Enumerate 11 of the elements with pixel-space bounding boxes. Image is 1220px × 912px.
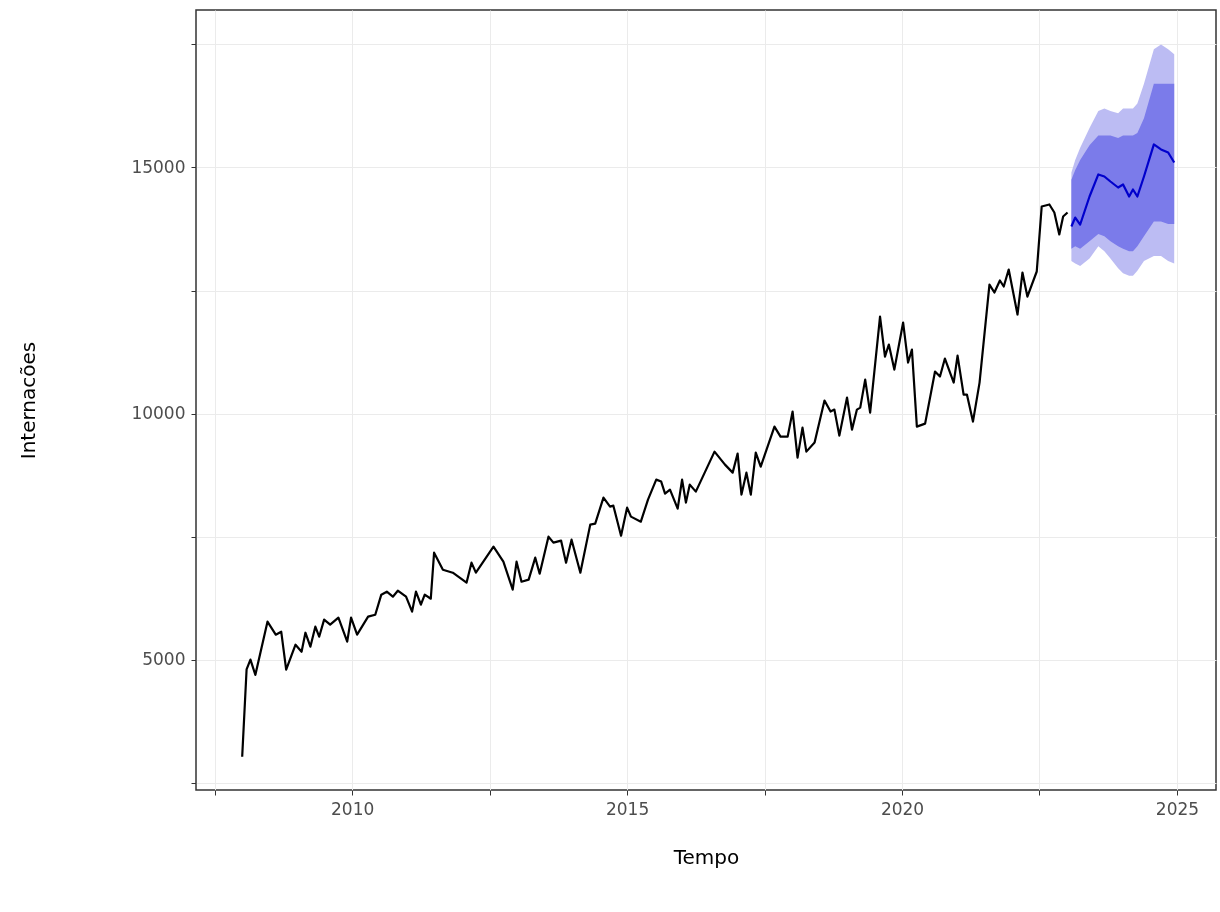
y-tick-label: 15000 (131, 156, 186, 177)
x-tick-label: 2020 (880, 798, 925, 819)
x-tick-label: 2025 (1155, 798, 1200, 819)
y-tick-label: 5000 (142, 649, 186, 670)
x-axis-title: Tempo (672, 844, 740, 869)
y-tick-label: 10000 (131, 403, 186, 424)
x-tick-label: 2015 (605, 798, 650, 819)
line-series (1070, 143, 1176, 228)
line-series (241, 203, 1069, 758)
y-axis-title: Internacões (16, 341, 41, 460)
x-tick-label: 2010 (331, 798, 375, 819)
